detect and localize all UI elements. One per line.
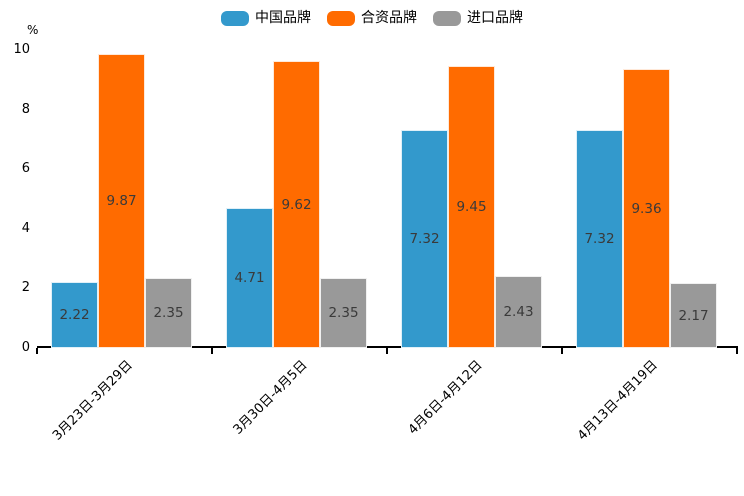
bar-import-brand bbox=[670, 283, 717, 348]
legend-swatch-joint-venture-brand bbox=[327, 10, 355, 26]
bar-joint-venture-brand bbox=[448, 66, 495, 348]
x-axis-label: 3月30日-4月5日 bbox=[230, 357, 311, 438]
y-tick-label: 2 bbox=[21, 280, 30, 296]
bar-joint-venture-brand bbox=[623, 69, 670, 348]
legend-swatch-import-brand bbox=[433, 10, 461, 26]
legend-item-joint-venture-brand[interactable]: 合资品牌 bbox=[327, 9, 417, 26]
bar-china-brand bbox=[401, 129, 448, 348]
x-tick bbox=[211, 348, 213, 354]
bar-china-brand bbox=[576, 129, 623, 348]
bar-joint-venture-brand bbox=[273, 61, 320, 348]
legend-item-china-brand[interactable]: 中国品牌 bbox=[221, 9, 311, 26]
x-axis-label: 4月13日-4月19日 bbox=[575, 357, 661, 444]
legend-label: 中国品牌 bbox=[255, 9, 311, 26]
bar-joint-venture-brand bbox=[98, 53, 145, 348]
bar-china-brand bbox=[51, 281, 98, 348]
y-tick-label: 0 bbox=[21, 340, 30, 355]
y-tick-label: 4 bbox=[21, 220, 30, 236]
x-axis-label: 3月23日-3月29日 bbox=[50, 357, 136, 444]
x-axis-label: 4月6日-4月12日 bbox=[405, 357, 486, 438]
y-tick-label: 6 bbox=[21, 161, 30, 177]
x-axis-line bbox=[37, 346, 738, 348]
x-tick bbox=[561, 348, 563, 354]
legend: 中国品牌 合资品牌 进口品牌 bbox=[0, 8, 744, 28]
bar-import-brand bbox=[145, 277, 192, 348]
x-tick bbox=[736, 348, 738, 354]
x-tick bbox=[386, 348, 388, 354]
x-tick bbox=[36, 348, 38, 354]
legend-label: 合资品牌 bbox=[361, 9, 417, 26]
legend-label: 进口品牌 bbox=[467, 9, 523, 26]
y-tick-label: 10 bbox=[13, 42, 30, 57]
legend-swatch-china-brand bbox=[221, 10, 249, 26]
y-axis-unit-label: % bbox=[27, 23, 39, 37]
bar-import-brand bbox=[495, 275, 542, 348]
bar-china-brand bbox=[226, 207, 273, 348]
bar-import-brand bbox=[320, 277, 367, 348]
y-tick-label: 8 bbox=[21, 101, 30, 117]
legend-item-import-brand[interactable]: 进口品牌 bbox=[433, 9, 523, 26]
